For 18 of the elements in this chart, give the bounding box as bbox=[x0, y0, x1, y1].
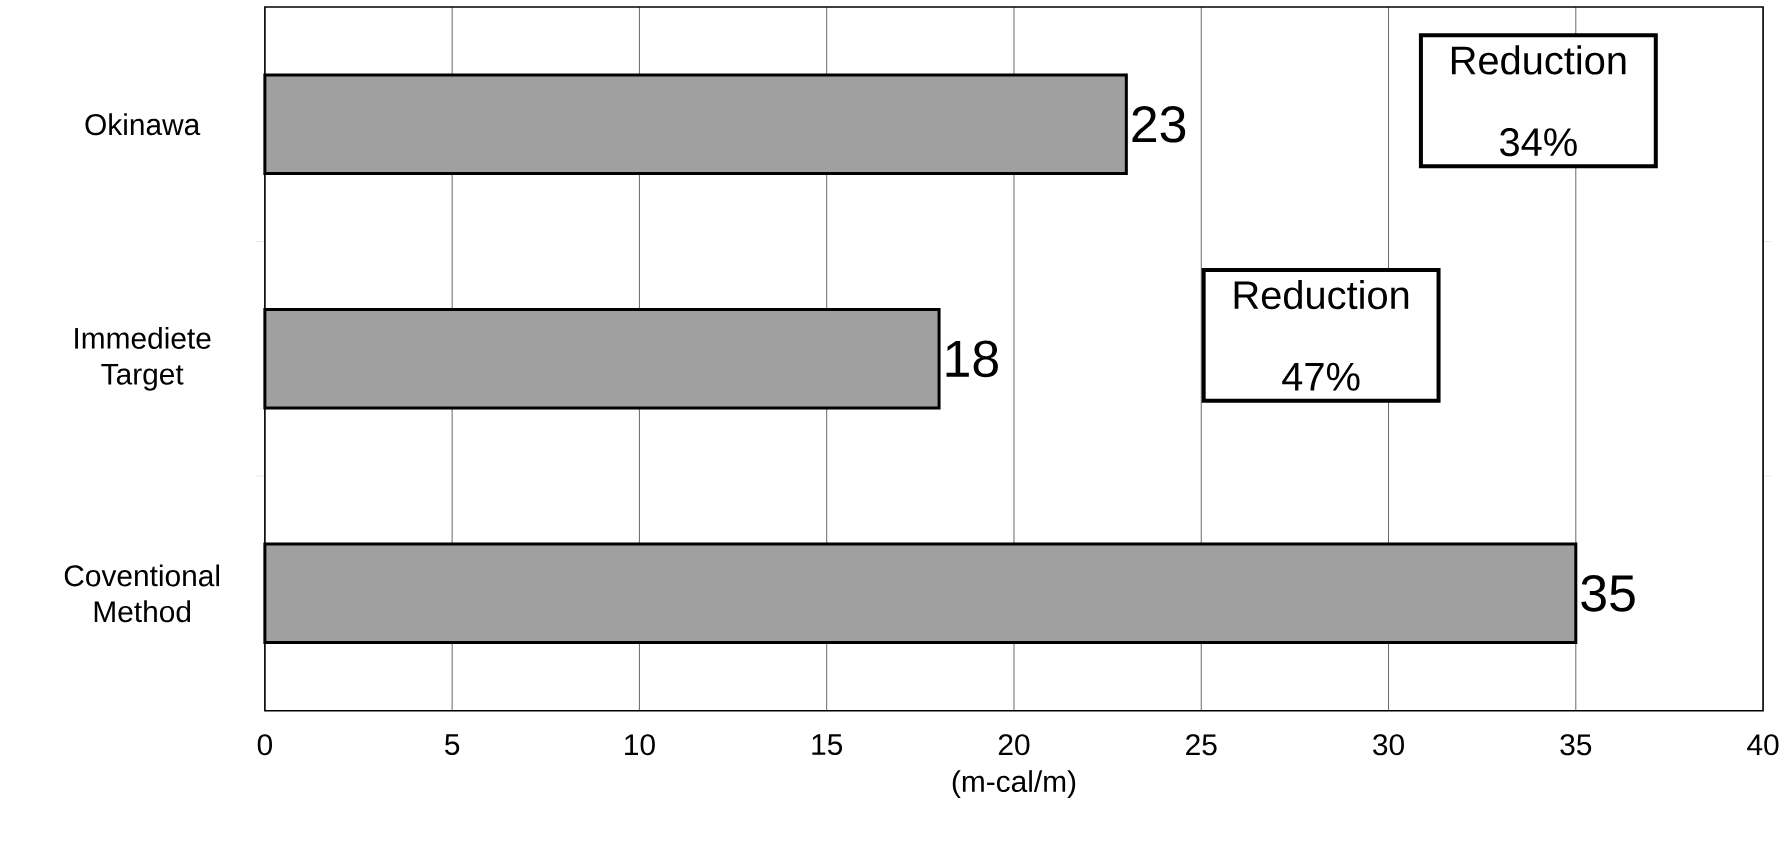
x-tick-label: 15 bbox=[812, 734, 843, 756]
y-tick-label: Immediete Target bbox=[75, 327, 211, 391]
y-tick-label: Okinawa bbox=[85, 113, 201, 136]
y-tick-label: Coventional Method bbox=[64, 564, 220, 623]
text: Reduction 47% bbox=[1234, 280, 1409, 391]
data-label: 23 bbox=[1132, 106, 1186, 143]
x-axis-title: (m-cal/m) bbox=[952, 770, 1076, 799]
x-tick-label: 0 bbox=[257, 734, 273, 756]
x-tick-label: 20 bbox=[998, 734, 1030, 756]
x-tick-label: 30 bbox=[1373, 734, 1404, 756]
data-label: 35 bbox=[1581, 575, 1635, 612]
x-tick-label: 40 bbox=[1747, 734, 1779, 756]
text: Reduction 34% bbox=[1451, 45, 1626, 157]
x-tick-label: 10 bbox=[625, 734, 655, 756]
x-tick-label: 25 bbox=[1186, 734, 1217, 756]
x-tick-label: 5 bbox=[445, 734, 460, 756]
data-label: 18 bbox=[946, 340, 998, 378]
x-tick-label: 35 bbox=[1560, 734, 1592, 756]
